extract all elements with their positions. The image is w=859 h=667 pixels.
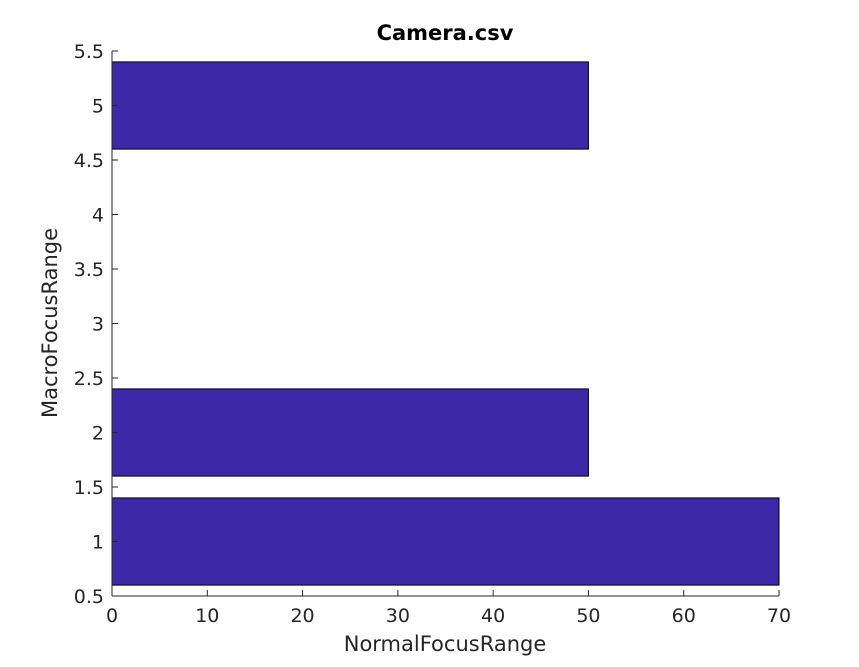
x-tick-label: 30: [386, 605, 410, 627]
y-tick-label: 4: [92, 205, 104, 227]
y-tick-label: 2.5: [74, 368, 104, 390]
y-tick-label: 4.5: [74, 150, 104, 172]
y-tick-label: 5.5: [74, 41, 104, 63]
x-tick-label: 20: [290, 605, 314, 627]
x-ticks: 0 10 20 30 40 50 60 70: [106, 590, 791, 627]
x-tick-label: 60: [672, 605, 696, 627]
y-tick-label: 1.5: [74, 477, 104, 499]
x-tick-label: 70: [767, 605, 791, 627]
y-tick-label: 1: [92, 532, 104, 554]
bar-1: [111, 497, 780, 586]
y-tick-label: 3: [92, 314, 104, 336]
y-tick-label: 5: [92, 96, 104, 118]
y-axis-label: MacroFocusRange: [38, 228, 62, 418]
bar-5: [111, 61, 589, 150]
x-tick-label: 50: [576, 605, 600, 627]
chart-title: Camera.csv: [377, 21, 514, 45]
y-ticks: 0.5 1 1.5 2 2.5 3 3.5 4 4.5 5 5.5: [74, 41, 118, 608]
bar-2: [111, 388, 589, 477]
y-tick-label: 2: [92, 423, 104, 445]
x-tick-label: 10: [195, 605, 219, 627]
x-tick-label: 40: [481, 605, 505, 627]
x-axis-label: NormalFocusRange: [344, 632, 547, 656]
y-tick-label: 0.5: [74, 586, 104, 608]
x-tick-label: 0: [106, 605, 118, 627]
y-tick-label: 3.5: [74, 259, 104, 281]
bars: [111, 61, 780, 586]
